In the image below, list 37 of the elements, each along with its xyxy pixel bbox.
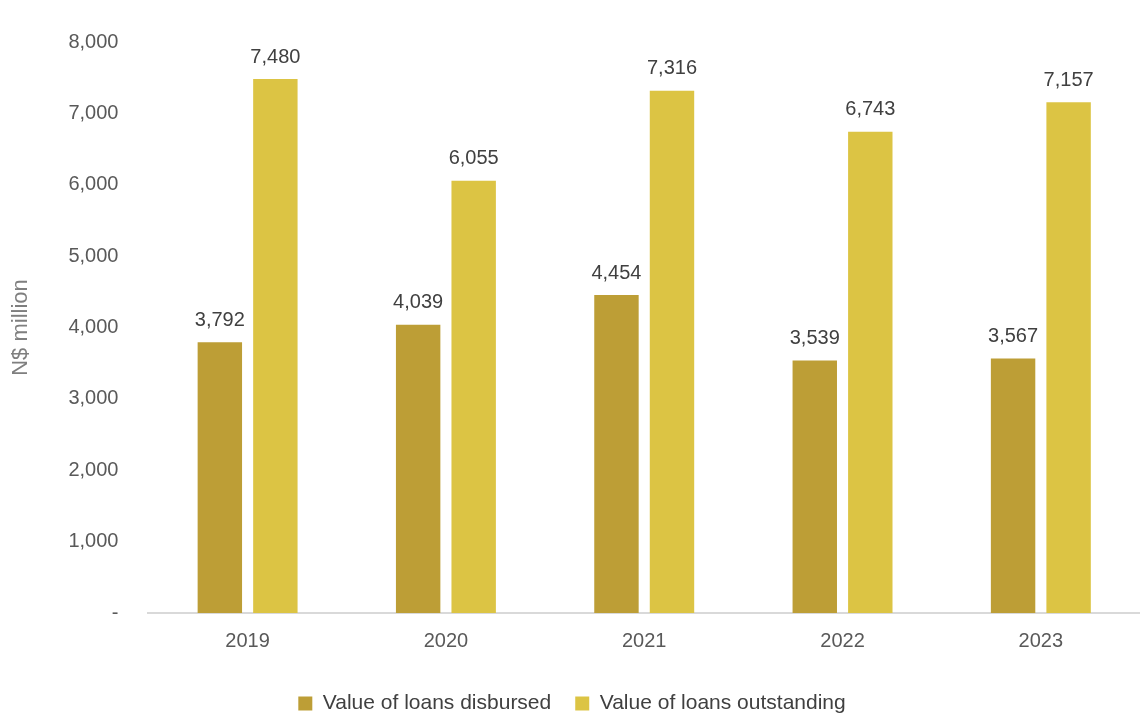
data-label: 6,743 xyxy=(845,97,896,120)
y-tick-label: 7,000 xyxy=(68,100,119,123)
bar xyxy=(594,295,639,613)
y-tick-label: 6,000 xyxy=(68,172,119,195)
data-label: 4,454 xyxy=(591,260,642,283)
bar xyxy=(990,358,1036,613)
y-tick-label: 1,000 xyxy=(68,529,119,552)
y-tick-label: 3,000 xyxy=(68,386,119,409)
data-label: 6,055 xyxy=(448,146,499,169)
y-tick-label: 4,000 xyxy=(68,315,119,338)
x-tick-label: 2022 xyxy=(820,628,865,651)
x-tick-label: 2019 xyxy=(225,628,270,651)
bar xyxy=(395,324,441,613)
bar xyxy=(197,342,243,613)
x-tick-label: 2021 xyxy=(621,628,667,651)
data-label: 3,567 xyxy=(988,323,1039,346)
bar xyxy=(253,79,298,613)
y-tick-label: 2,000 xyxy=(68,457,119,480)
data-label: 3,792 xyxy=(194,307,245,330)
data-label: 7,316 xyxy=(646,56,698,79)
bar xyxy=(792,360,837,613)
x-tick-label: 2023 xyxy=(1018,628,1064,651)
bar xyxy=(451,180,496,613)
data-label: 7,480 xyxy=(250,44,301,67)
data-label: 3,539 xyxy=(789,325,840,348)
bar xyxy=(1046,102,1091,613)
bar xyxy=(848,131,893,613)
y-tick-label: - xyxy=(111,600,119,623)
legend-label: Value of loans outstanding xyxy=(599,690,846,714)
y-tick-label: 5,000 xyxy=(68,243,119,266)
x-tick-label: 2020 xyxy=(423,628,469,651)
y-tick-label: 8,000 xyxy=(68,29,119,52)
data-label: 4,039 xyxy=(393,290,444,313)
legend-label: Value of loans disbursed xyxy=(322,690,552,714)
data-label: 7,157 xyxy=(1043,67,1094,90)
bar xyxy=(649,90,695,613)
y-axis-title: N$ million xyxy=(7,279,33,376)
